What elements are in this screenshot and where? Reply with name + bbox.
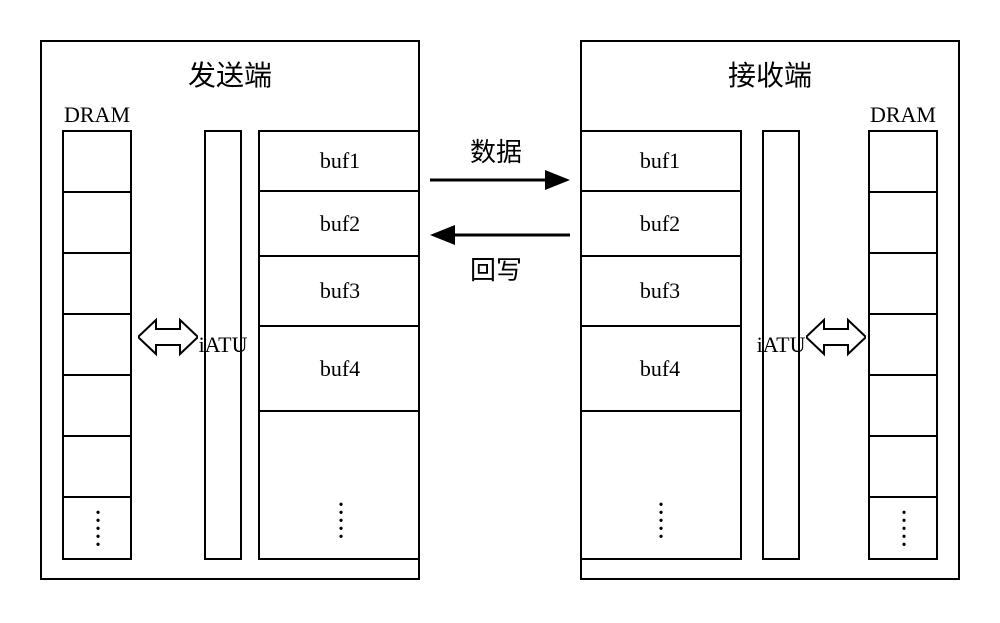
vdots-icon: ·····	[87, 510, 107, 550]
receiver-iatu-block: iATU	[762, 130, 800, 560]
sender-iatu-block: iATU	[204, 130, 242, 560]
receiver-dram-block: ·····	[868, 130, 938, 560]
sender-buf-row: buf1	[260, 132, 420, 192]
receiver-buf-row: buf2	[580, 192, 740, 257]
receiver-buf-row: buf1	[580, 132, 740, 192]
receiver-iatu-label: iATU	[757, 332, 806, 358]
sender-dram-label: DRAM	[64, 102, 130, 128]
vdots-icon: ·····	[650, 502, 670, 542]
sender-dram-block: ·····	[62, 130, 132, 560]
receiver-buf-row: buf3	[580, 257, 740, 327]
writeback-arrow-icon	[430, 220, 570, 250]
diagram-canvas: 发送端 DRAM ····· iATU buf1 buf2 buf3	[40, 40, 960, 580]
receiver-buf-block: buf1 buf2 buf3 buf4 ·····	[580, 130, 742, 560]
double-arrow-icon	[806, 312, 866, 362]
sender-iatu-label: iATU	[199, 332, 248, 358]
receiver-panel: 接收端 DRAM buf1 buf2 buf3 buf4 ····· iATU	[580, 40, 960, 580]
sender-buf-row: buf3	[260, 257, 420, 327]
vdots-icon: ·····	[330, 502, 350, 542]
sender-title: 发送端	[42, 54, 418, 94]
sender-panel: 发送端 DRAM ····· iATU buf1 buf2 buf3	[40, 40, 420, 580]
receiver-buf-row: buf4	[580, 327, 740, 412]
data-arrow-icon	[430, 165, 570, 195]
double-arrow-icon	[138, 312, 198, 362]
vdots-icon: ·····	[893, 510, 913, 550]
data-arrow-label: 数据	[470, 132, 522, 169]
receiver-dram-label: DRAM	[870, 102, 936, 128]
writeback-arrow-label: 回写	[470, 250, 522, 287]
sender-buf-block: buf1 buf2 buf3 buf4 ·····	[258, 130, 420, 560]
receiver-title: 接收端	[582, 54, 958, 94]
sender-buf-row: buf2	[260, 192, 420, 257]
sender-buf-row: buf4	[260, 327, 420, 412]
